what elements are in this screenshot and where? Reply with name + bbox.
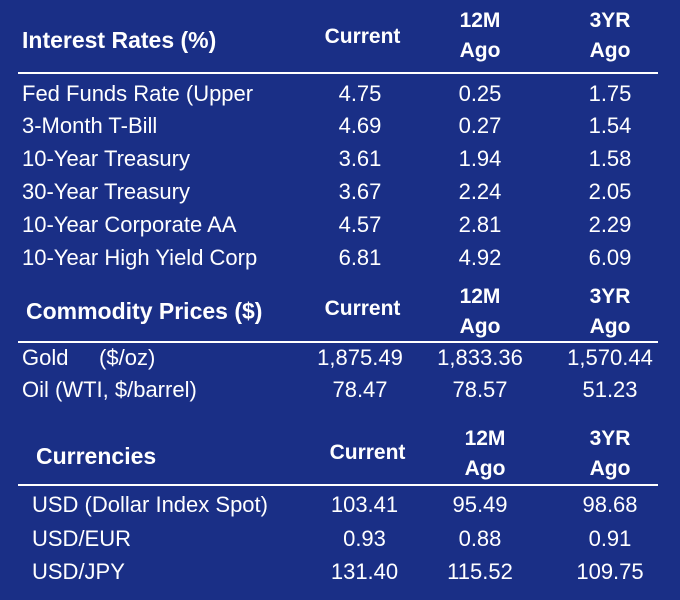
row-current: 78.47 — [332, 377, 388, 402]
row-current: 6.81 — [338, 245, 382, 270]
row-current: 4.69 — [338, 113, 382, 138]
row-label: USD/EUR — [32, 526, 132, 551]
row-12m-ago: 0.27 — [458, 113, 502, 138]
commodity-col-3yr-line2: Ago — [589, 315, 631, 338]
row-12m-ago: 78.57 — [452, 377, 508, 402]
row-label: 10-Year Corporate AA — [22, 212, 237, 237]
row-12m-ago: 2.24 — [458, 179, 502, 204]
row-12m-ago: 2.81 — [458, 212, 502, 237]
row-3yr-ago: 1,570.44 — [567, 345, 653, 370]
row-3yr-ago: 2.29 — [588, 212, 632, 237]
row-12m-ago: 1,833.36 — [437, 345, 523, 370]
row-label: Gold ($/oz) — [22, 345, 156, 370]
commodity-col-12m-line2: Ago — [459, 315, 501, 338]
currency-col-12m-line2: Ago — [464, 457, 506, 480]
row-label: USD/JPY — [32, 559, 125, 584]
currency-col-12m-line1: 12M — [464, 427, 506, 450]
row-label: Fed Funds Rate (Upper — [22, 81, 254, 106]
row-12m-ago: 0.25 — [458, 81, 502, 106]
table-row: Oil (WTI, $/barrel) 78.47 78.57 51.23 — [0, 377, 680, 409]
row-3yr-ago: 109.75 — [576, 559, 644, 584]
commodity-col-current: Current — [324, 297, 401, 320]
commodity-col-12m-line1: 12M — [459, 285, 501, 308]
row-current: 3.67 — [338, 179, 382, 204]
currency-col-3yr-line2: Ago — [589, 457, 631, 480]
commodity-prices-title: Commodity Prices ($) — [26, 298, 263, 324]
row-label: 10-Year High Yield Corp — [22, 245, 258, 270]
currency-col-3yr: 3YR Ago — [545, 424, 675, 484]
row-current: 103.41 — [330, 492, 399, 517]
interest-col-3yr-line1: 3YR — [589, 9, 631, 32]
row-3yr-ago: 51.23 — [582, 377, 638, 402]
row-label: 3-Month T-Bill — [22, 113, 158, 138]
table-row: Gold ($/oz) 1,875.49 1,833.36 1,570.44 — [0, 345, 680, 377]
currency-header-rule — [18, 484, 658, 486]
row-3yr-ago: 1.58 — [588, 146, 632, 171]
row-current: 3.61 — [338, 146, 382, 171]
row-label: USD (Dollar Index Spot) — [32, 492, 268, 517]
row-current: 4.57 — [338, 212, 382, 237]
interest-col-3yr-line2: Ago — [589, 39, 631, 62]
table-row: Fed Funds Rate (Upper 4.75 0.25 1.75 — [0, 81, 680, 113]
currency-col-3yr-line1: 3YR — [589, 427, 631, 450]
row-3yr-ago: 0.91 — [588, 526, 632, 551]
row-3yr-ago: 1.75 — [588, 81, 632, 106]
currencies-title: Currencies — [36, 443, 157, 469]
row-3yr-ago: 1.54 — [588, 113, 632, 138]
row-current: 1,875.49 — [317, 345, 403, 370]
table-row: 10-Year Corporate AA 4.57 2.81 2.29 — [0, 212, 680, 244]
table-row: USD (Dollar Index Spot) 103.41 95.49 98.… — [0, 492, 680, 524]
table-row: USD/EUR 0.93 0.88 0.91 — [0, 526, 680, 558]
row-current: 4.75 — [338, 81, 382, 106]
currency-col-12m: 12M Ago — [425, 424, 545, 484]
interest-header-rule — [18, 72, 658, 74]
interest-col-12m-line2: Ago — [459, 39, 501, 62]
table-row: USD/JPY 131.40 115.52 109.75 — [0, 559, 680, 591]
currency-col-current: Current — [329, 441, 406, 464]
row-12m-ago: 4.92 — [458, 245, 502, 270]
row-current: 0.93 — [343, 526, 386, 551]
row-label: 10-Year Treasury — [22, 146, 190, 171]
interest-col-12m: 12M Ago — [420, 6, 540, 66]
interest-col-12m-line1: 12M — [459, 9, 501, 32]
row-12m-ago: 115.52 — [447, 559, 513, 584]
commodity-col-3yr: 3YR Ago — [545, 282, 675, 342]
row-current: 131.40 — [330, 559, 399, 584]
row-12m-ago: 1.94 — [458, 146, 502, 171]
table-row: 10-Year Treasury 3.61 1.94 1.58 — [0, 146, 680, 178]
table-row: 10-Year High Yield Corp 6.81 4.92 6.09 — [0, 245, 680, 277]
table-row: 3-Month T-Bill 4.69 0.27 1.54 — [0, 113, 680, 145]
interest-col-current: Current — [324, 25, 401, 48]
row-label: Oil (WTI, $/barrel) — [22, 377, 197, 402]
row-12m-ago: 0.88 — [458, 526, 502, 551]
commodity-col-3yr-line1: 3YR — [589, 285, 631, 308]
row-3yr-ago: 98.68 — [582, 492, 638, 517]
row-3yr-ago: 6.09 — [588, 245, 632, 270]
interest-col-3yr: 3YR Ago — [545, 6, 675, 66]
row-12m-ago: 95.49 — [452, 492, 508, 517]
commodity-header-rule — [18, 341, 658, 343]
row-label: 30-Year Treasury — [22, 179, 190, 204]
row-3yr-ago: 2.05 — [588, 179, 632, 204]
table-row: 30-Year Treasury 3.67 2.24 2.05 — [0, 179, 680, 211]
commodity-col-12m: 12M Ago — [420, 282, 540, 342]
interest-rates-title: Interest Rates (%) — [22, 27, 217, 53]
